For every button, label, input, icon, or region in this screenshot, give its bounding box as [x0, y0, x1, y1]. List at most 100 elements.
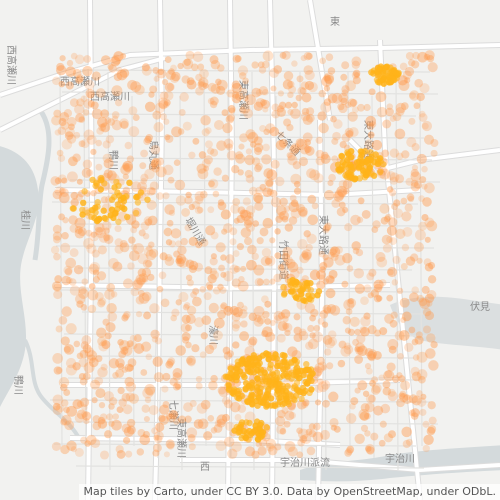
density-dot [379, 420, 387, 428]
density-dot [267, 445, 278, 456]
density-dot [363, 312, 371, 320]
density-dot [293, 313, 301, 321]
density-dot [210, 83, 221, 94]
density-dot [115, 358, 125, 368]
density-dot [302, 399, 310, 407]
density-dot [164, 82, 174, 92]
density-dot [78, 373, 86, 380]
density-dot [150, 159, 159, 168]
density-dot [327, 275, 336, 284]
density-dot [381, 234, 392, 245]
density-dot [396, 287, 404, 295]
density-dot [364, 362, 372, 370]
density-dot [140, 369, 148, 376]
density-dot [323, 98, 332, 106]
density-dot [357, 380, 368, 391]
density-dot [60, 444, 70, 455]
density-dot [270, 196, 282, 208]
density-dot [418, 375, 426, 384]
density-dot [80, 341, 89, 350]
density-dot [287, 346, 298, 357]
density-dot [405, 177, 414, 186]
density-dot [100, 109, 109, 118]
density-dot [64, 127, 75, 138]
density-dot [201, 158, 211, 168]
density-dot [126, 155, 135, 163]
density-dot [256, 425, 263, 432]
density-dot [100, 122, 111, 133]
density-dot [65, 66, 76, 77]
density-dot [237, 65, 249, 76]
density-dot [399, 390, 407, 398]
density-dot [283, 420, 291, 428]
density-dot [136, 276, 146, 286]
density-dot [92, 269, 100, 276]
density-dot [188, 151, 196, 159]
density-dot [299, 435, 308, 444]
density-dot [90, 148, 97, 156]
density-dot [245, 222, 256, 232]
place-label: 伏見 [470, 300, 490, 313]
density-dot [66, 134, 77, 144]
density-dot [287, 91, 294, 99]
major-road [153, 0, 164, 500]
density-dot [288, 85, 297, 94]
density-dot [422, 197, 432, 207]
density-dot [198, 151, 207, 159]
density-dot [342, 172, 349, 179]
density-dot [141, 63, 150, 72]
density-dot [204, 127, 212, 134]
density-dot [144, 135, 152, 144]
density-dot [301, 249, 312, 260]
density-dot [267, 402, 275, 409]
density-dot [194, 262, 203, 272]
density-dot [126, 364, 134, 372]
density-dot [102, 140, 111, 149]
density-dot [79, 211, 86, 218]
density-dot [310, 308, 319, 318]
density-dot [70, 198, 79, 207]
density-dot [424, 182, 435, 194]
density-dot [254, 436, 262, 443]
minor-road [53, 443, 417, 447]
density-dot [351, 106, 359, 114]
density-dot [94, 222, 105, 233]
density-dot [220, 209, 231, 220]
density-dot [365, 115, 377, 127]
density-dot [99, 413, 108, 421]
density-dot [313, 173, 324, 184]
density-dot [144, 259, 153, 268]
density-dot [287, 108, 294, 116]
density-dot [261, 369, 268, 376]
density-dot [170, 64, 177, 72]
density-dot [191, 200, 201, 210]
density-dot [352, 76, 361, 85]
density-dot [92, 415, 101, 424]
density-dot [199, 351, 207, 359]
density-dot [98, 401, 106, 409]
density-dot [290, 108, 301, 119]
density-dot [332, 131, 341, 141]
density-dot [393, 69, 400, 77]
density-dot [130, 81, 142, 93]
density-dot [406, 193, 415, 202]
density-dot [163, 101, 170, 108]
density-dot [350, 214, 361, 226]
density-dot [319, 266, 326, 273]
density-dot [240, 87, 248, 95]
density-dot [308, 386, 315, 393]
density-dot [342, 316, 352, 325]
density-dot [203, 165, 210, 172]
density-dot [54, 186, 65, 196]
density-dot [55, 325, 63, 333]
density-dot [428, 416, 437, 425]
density-dot [96, 327, 107, 338]
density-dot [114, 99, 123, 107]
density-dot [178, 291, 189, 302]
density-dot [119, 118, 129, 129]
katsura-river [0, 146, 39, 408]
density-dot [299, 144, 310, 155]
density-dot [232, 341, 240, 349]
density-dot [130, 287, 140, 297]
